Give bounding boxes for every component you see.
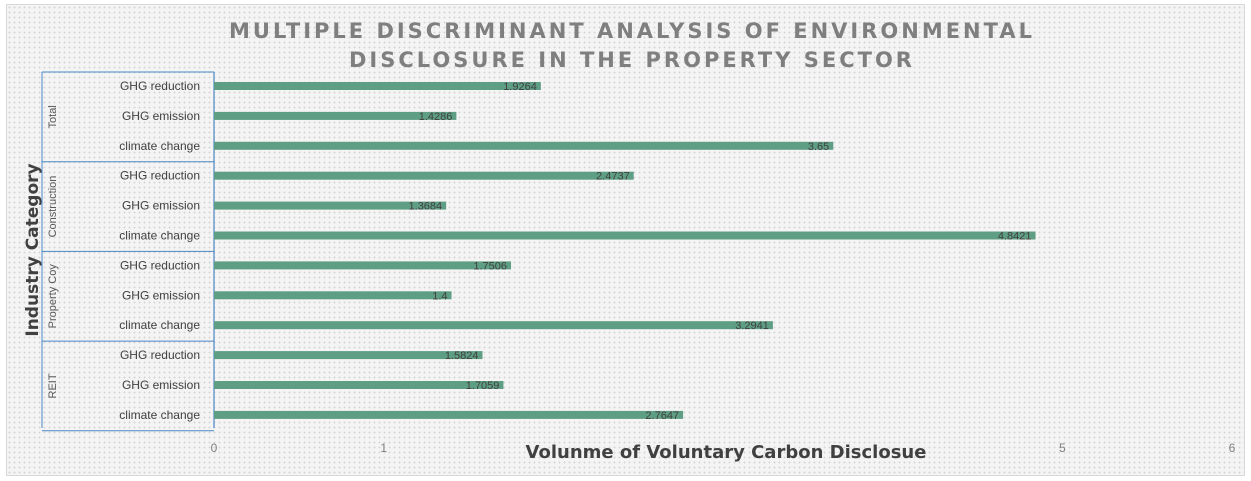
data-label: 3.65	[808, 141, 829, 153]
y-axis-title: Industry Category	[23, 163, 43, 336]
data-label: 1.7059	[466, 380, 500, 392]
bar	[214, 82, 541, 90]
category-label: climate change	[119, 139, 200, 153]
x-tick-label: 0	[211, 441, 218, 455]
category-label: GHG reduction	[120, 258, 200, 272]
bar	[214, 321, 773, 330]
bar	[214, 261, 512, 270]
bar	[214, 291, 452, 300]
bar	[214, 231, 1036, 240]
data-label: 1.4	[432, 290, 447, 302]
category-label: GHG emission	[122, 288, 200, 302]
group-label: Property Coy	[47, 264, 59, 329]
data-label: 1.7506	[473, 260, 507, 272]
data-label: 2.7647	[645, 410, 679, 422]
chart-title-line-1: MULTIPLE DISCRIMINANT ANALYSIS OF ENVIRO…	[229, 19, 1035, 43]
bar	[214, 201, 447, 210]
data-label: 3.2941	[735, 320, 769, 332]
group-label: Total	[47, 105, 59, 128]
bar	[214, 351, 483, 360]
category-label: GHG emission	[122, 109, 200, 123]
data-label: 1.5824	[445, 350, 479, 362]
category-label: climate change	[119, 408, 200, 422]
chart-title-line-2: DISCLOSURE IN THE PROPERTY SECTOR	[349, 48, 915, 72]
x-tick-label: 5	[1059, 441, 1066, 455]
category-label: GHG emission	[122, 378, 200, 392]
data-label: 2.4737	[596, 171, 630, 183]
category-label: GHG reduction	[120, 79, 200, 93]
bar	[214, 410, 684, 419]
category-label: GHG reduction	[120, 169, 200, 183]
x-tick-label: 1	[380, 441, 387, 455]
bar	[214, 171, 634, 180]
x-axis-title: Volunme of Voluntary Carbon Disclosue	[526, 442, 927, 463]
bar	[214, 111, 457, 120]
bar	[214, 381, 504, 389]
bar	[214, 141, 834, 150]
category-label: climate change	[119, 318, 200, 332]
data-label: 1.3684	[409, 201, 443, 213]
data-label: 4.8421	[998, 231, 1032, 243]
data-label: 1.4286	[419, 111, 453, 123]
category-label: GHG reduction	[120, 348, 200, 362]
category-label: GHG emission	[122, 199, 200, 213]
group-label: REIT	[47, 373, 59, 398]
chart-frame	[6, 4, 1245, 476]
x-tick-label: 6	[1229, 441, 1236, 455]
category-label: climate change	[119, 229, 200, 243]
group-label: Construction	[47, 176, 59, 238]
data-label: 1.9264	[503, 81, 537, 93]
